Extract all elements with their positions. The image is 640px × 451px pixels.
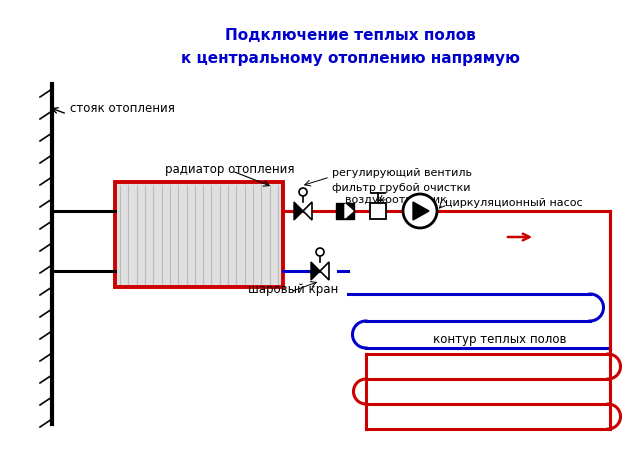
- Polygon shape: [413, 202, 429, 221]
- Polygon shape: [320, 262, 329, 281]
- Text: контур теплых полов: контур теплых полов: [433, 333, 567, 346]
- Circle shape: [316, 249, 324, 257]
- Text: циркуляционный насос: циркуляционный насос: [445, 198, 582, 207]
- Bar: [115, 183, 283, 287]
- Text: воздухоотводчик: воздухоотводчик: [345, 194, 447, 205]
- Text: к центральному отоплению напрямую: к центральному отоплению напрямую: [180, 51, 520, 65]
- Text: регулирующий вентиль: регулирующий вентиль: [332, 168, 472, 178]
- Polygon shape: [311, 262, 320, 281]
- Text: стояк отопления: стояк отопления: [70, 101, 175, 114]
- Text: фильтр грубой очистки: фильтр грубой очистки: [332, 183, 470, 193]
- Text: Подключение теплых полов: Подключение теплых полов: [225, 28, 476, 42]
- Polygon shape: [294, 202, 303, 221]
- Bar: [370, 203, 386, 220]
- Circle shape: [299, 189, 307, 197]
- Polygon shape: [345, 205, 353, 219]
- Bar: [336, 203, 354, 220]
- Polygon shape: [303, 202, 312, 221]
- Circle shape: [403, 194, 437, 229]
- Text: радиатор отопления: радиатор отопления: [165, 163, 294, 176]
- Text: шаровый кран: шаровый кран: [248, 283, 339, 296]
